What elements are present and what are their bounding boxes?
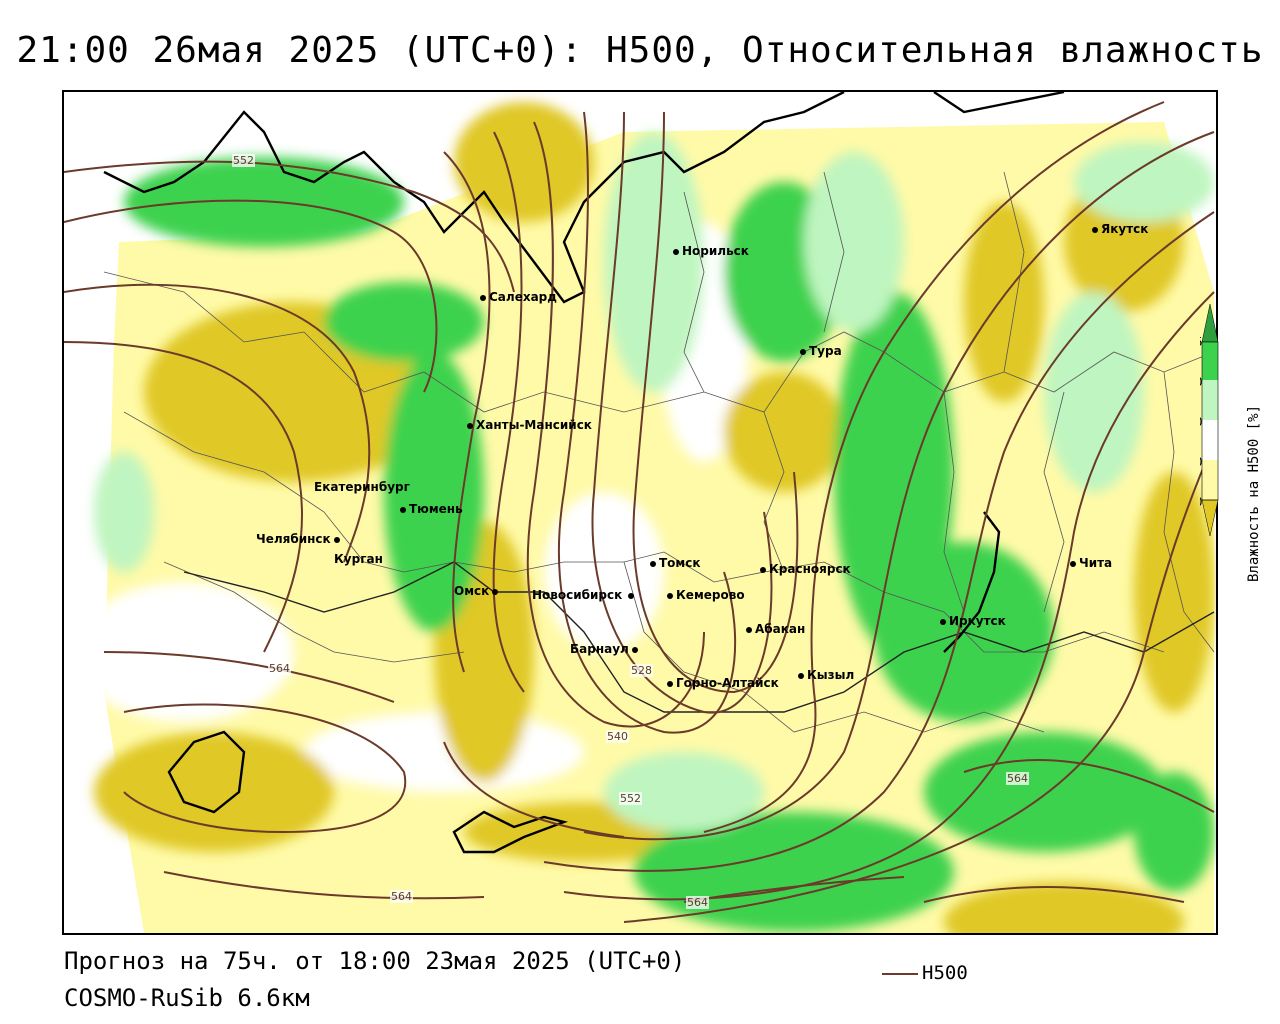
colorbar-cell [1202,342,1218,380]
city-marker [492,588,499,595]
city-marker [667,680,673,687]
city-marker [631,646,638,653]
city-label: Кемерово [667,588,745,602]
region-boundaries [103,171,1215,733]
city-marker [800,348,806,355]
colorbar-cell [1202,380,1218,420]
city-marker [1092,226,1098,233]
city-marker [673,248,679,255]
city-label: Абакан [746,622,805,636]
city-marker [1070,560,1076,567]
contour-label: 528 [630,664,653,677]
map-title: 21:00 26мая 2025 (UTC+0): H500, Относите… [16,30,1264,71]
colorbar-cell [1202,420,1218,460]
country-border [183,561,1215,713]
city-marker [798,672,804,679]
city-marker [333,536,340,543]
contour-label: 540 [606,730,629,743]
city-label: Челябинск [256,532,343,546]
forecast-info: Прогноз на 75ч. от 18:00 23мая 2025 (UTC… [64,947,686,975]
city-marker [400,506,406,513]
city-label: Якутск [1092,222,1148,236]
model-name: COSMO-RuSib 6.6км [64,984,310,1012]
city-label: Иркутск [940,614,1006,628]
colorbar-label: Влажность на H500 [%] [1246,405,1262,582]
colorbar-tick: 60 [1200,415,1202,429]
map-panel: 552 564 528 540 552 564 564 564 Норильск… [62,90,1218,935]
city-label: Горно-Алтайск [667,676,779,690]
city-label: Красноярск [760,562,851,576]
city-marker [760,566,766,573]
city-marker [746,626,752,633]
contour-label: 564 [1006,772,1029,785]
city-marker [628,592,635,599]
h500-legend-swatch [882,972,918,975]
colorbar-cell [1202,460,1218,500]
city-label: Новосибирск [532,588,637,602]
contour-label: 564 [390,890,413,903]
contour-label: 564 [686,896,709,909]
city-label: Салехард [480,290,557,304]
contour-label: 552 [619,792,642,805]
city-label: Барнаул [570,642,641,656]
city-label: Ханты-Мансийск [467,418,592,432]
h500-legend: H500 [882,962,968,984]
colorbar-tick: 80 [1200,375,1202,389]
city-label: Чита [1070,556,1112,570]
city-label: Тюмень [400,502,463,516]
city-marker [650,560,656,567]
city-label: Норильск [673,244,749,258]
city-label: Тура [800,344,842,358]
contour-label: 564 [268,662,291,675]
city-label: Кызыл [798,668,854,682]
city-label: Омск [454,584,501,598]
colorbar-tick: 40 [1200,455,1202,469]
city-marker [667,592,673,599]
colorbar-top-arrow [1201,303,1219,343]
map-canvas [64,92,1216,933]
city-marker [467,422,473,429]
contour-label: 552 [232,154,255,167]
colorbar-tick: 95 [1200,335,1202,349]
city-marker [480,294,486,301]
colorbar: 95 80 60 40 20 Влажность на H500 [%] [1200,303,1262,582]
h500-contours [64,101,1215,923]
city-label: Екатеринбург [314,480,410,494]
city-label: Томск [650,556,701,570]
city-marker [940,618,946,625]
city-label: Курган [334,552,383,566]
colorbar-bottom-arrow [1201,499,1219,537]
humidity-field [74,102,1214,933]
colorbar-tick: 20 [1200,495,1202,509]
